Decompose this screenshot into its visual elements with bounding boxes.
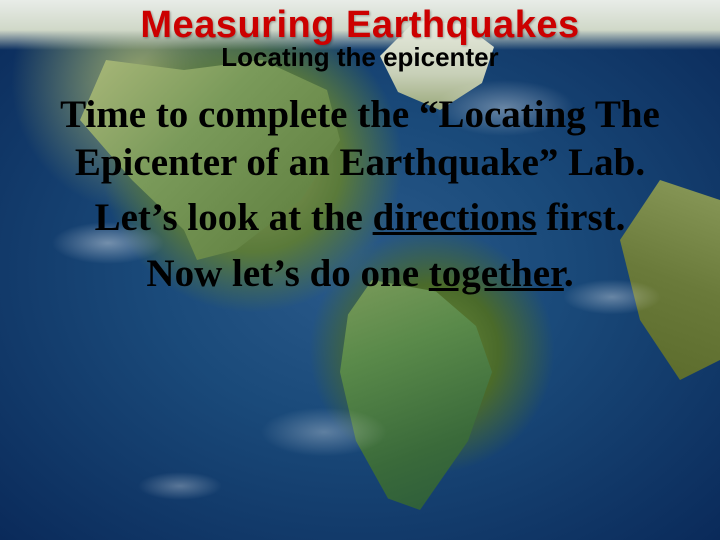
slide-title: Measuring Earthquakes [30,6,690,44]
together-link[interactable]: together [429,252,564,295]
paragraph-3: Now let’s do one together. [30,250,690,298]
paragraph-1: Time to complete the “Locating The Epice… [30,91,690,186]
directions-link[interactable]: directions [373,196,537,239]
slide-body: Time to complete the “Locating The Epice… [30,91,690,297]
paragraph-2: Let’s look at the directions first. [30,194,690,242]
para2-post: first. [537,196,626,239]
slide-content: Measuring Earthquakes Locating the epice… [0,0,720,540]
para3-post: . [564,252,574,295]
para3-pre: Now let’s do one [146,252,428,295]
para2-pre: Let’s look at the [95,196,373,239]
slide-subtitle: Locating the epicenter [30,42,690,73]
